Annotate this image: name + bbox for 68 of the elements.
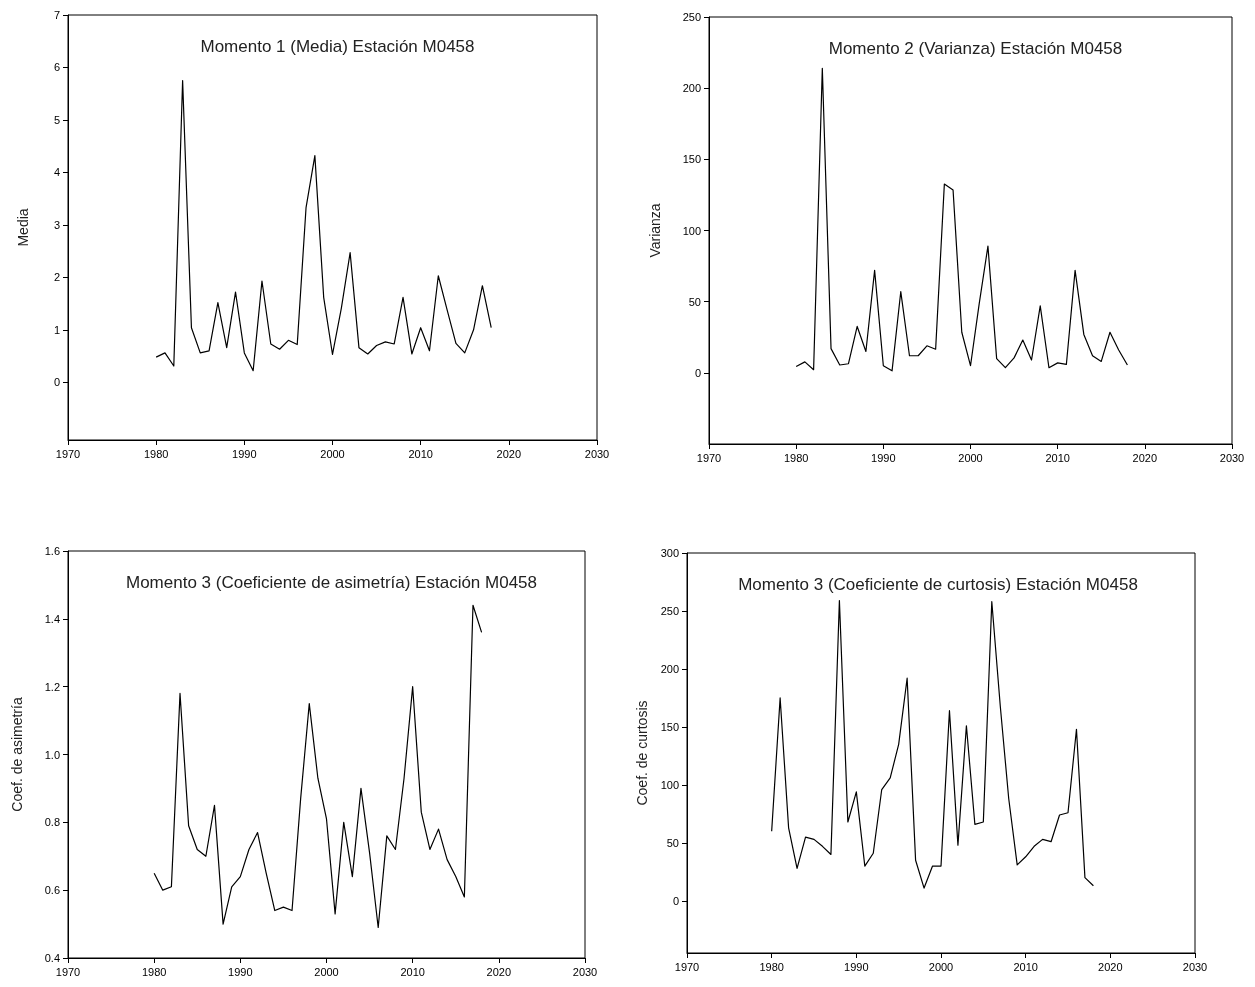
text: Momento 3 (Coeficiente de curtosis) Estación M0458 [738, 575, 1138, 594]
x-tick-label: 1990 [232, 447, 257, 460]
y-tick-label: 0.6 [44, 884, 60, 897]
y-tick-label: 100 [682, 224, 701, 237]
y-tick-label: 3 [53, 218, 60, 231]
y-tick-label: 1 [53, 323, 60, 336]
x-tick-label: 2030 [1219, 451, 1245, 464]
y-tick-label: 200 [660, 662, 679, 675]
x-tick-label: 2010 [1013, 960, 1038, 973]
x-tick-label: 1970 [55, 965, 81, 978]
x-tick-label: 1980 [783, 451, 809, 464]
x-tick-label: 2030 [572, 965, 598, 978]
x-tick-label: 2020 [486, 965, 512, 978]
x-tick-label: 1990 [871, 451, 896, 464]
x-tick-label: 2030 [584, 447, 610, 460]
text: Momento 2 (Varianza) Estación M0458 [828, 39, 1123, 58]
x-tick-label: 1970 [674, 960, 700, 973]
line-series [795, 67, 1128, 372]
y-tick-label: 150 [660, 720, 679, 733]
x-tick-label: 2010 [400, 965, 425, 978]
text: Momento 1 (Media) Estación M0458 [200, 37, 475, 56]
y-tick-label: 1.4 [44, 612, 60, 625]
x-tick-label: 2020 [496, 447, 522, 460]
y-tick-label: 250 [682, 11, 701, 23]
x-tick-label: 2000 [314, 965, 339, 978]
x-tick-label: 2010 [408, 447, 433, 460]
y-tick-label: 50 [688, 295, 701, 308]
y-axis-title: Media [15, 208, 31, 247]
y-tick-label: 4 [53, 166, 60, 179]
y-tick-label: 150 [682, 153, 701, 166]
y-tick-label: 2 [53, 271, 60, 284]
y-tick-label: 5 [53, 113, 60, 126]
y-tick-label: 0.8 [44, 816, 60, 829]
x-tick-label: 2000 [928, 960, 954, 973]
y-tick-label: 0.4 [44, 952, 60, 964]
y-tick-label: 50 [666, 836, 679, 849]
x-tick-label: 1980 [143, 447, 169, 460]
x-tick-label: 2000 [958, 451, 983, 464]
x-tick-label: 1990 [844, 960, 869, 973]
y-tick-label: 300 [660, 547, 679, 559]
y-tick-label: 7 [53, 9, 60, 21]
x-tick-label: 1970 [696, 451, 722, 464]
x-tick-label: 1990 [228, 965, 253, 978]
y-tick-label: 6 [53, 61, 60, 74]
y-tick-label: 200 [682, 82, 701, 95]
x-tick-label: 2020 [1132, 451, 1158, 464]
text: Momento 3 (Coeficiente de asimetría) Estación M0458 [125, 573, 538, 592]
line-series [155, 79, 492, 372]
x-tick-label: 1980 [141, 965, 167, 978]
x-tick-label: 1970 [55, 447, 81, 460]
x-tick-label: 2010 [1045, 451, 1070, 464]
y-axis-title: Coef. de asimetría [9, 697, 25, 812]
y-tick-label: 1.2 [44, 680, 60, 693]
y-tick-label: 1.0 [44, 748, 60, 761]
y-axis-title: Coef. de curtosis [634, 700, 650, 806]
y-axis-title: Varianza [647, 203, 663, 258]
y-tick-label: 0 [672, 894, 679, 907]
x-tick-label: 1980 [759, 960, 784, 973]
line-series [153, 604, 483, 929]
y-tick-label: 100 [660, 778, 679, 791]
y-tick-label: 0 [53, 376, 60, 389]
y-tick-label: 1.6 [44, 545, 60, 557]
y-tick-label: 0 [694, 366, 701, 379]
x-tick-label: 2000 [320, 447, 345, 460]
y-tick-label: 250 [660, 604, 679, 617]
x-tick-label: 2020 [1098, 960, 1123, 973]
line-series [771, 599, 1094, 889]
x-tick-label: 2030 [1182, 960, 1208, 973]
